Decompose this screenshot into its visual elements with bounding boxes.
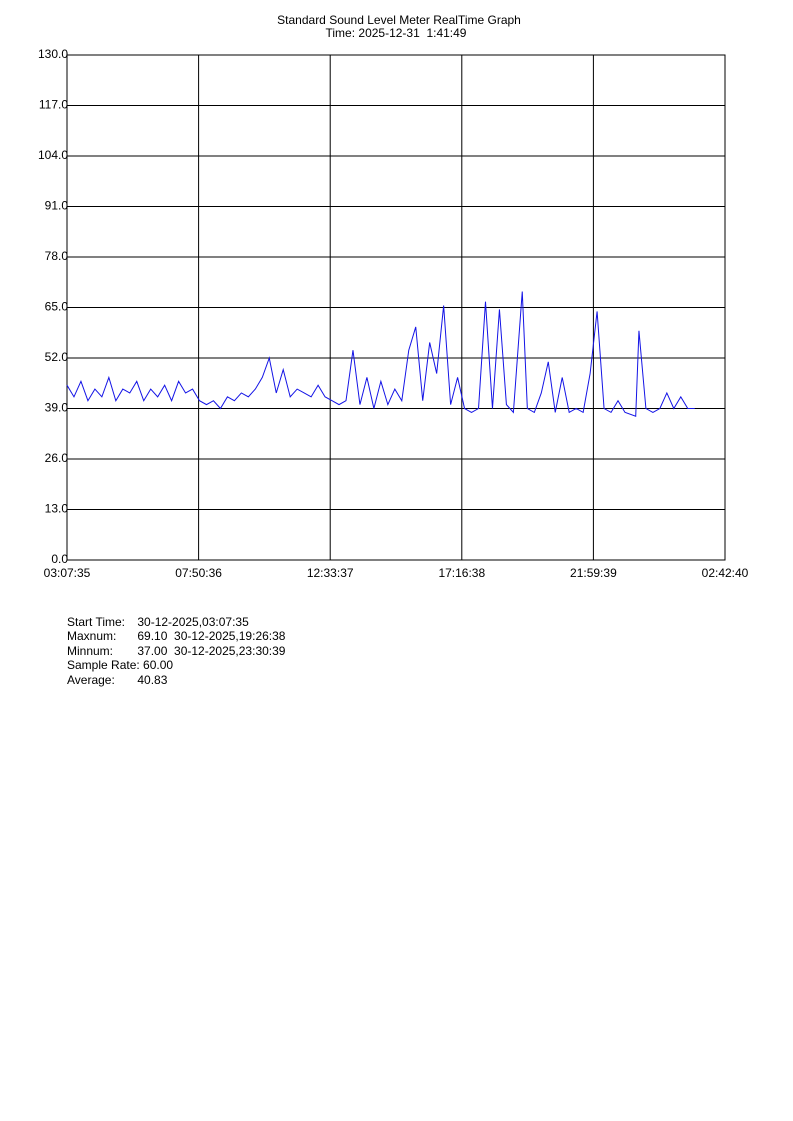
y-tick-label: 117.0 bbox=[39, 98, 68, 112]
summary-row: Start Time: 30-12-2025,03:07:35 bbox=[67, 615, 285, 629]
summary-value: 40.83 bbox=[137, 672, 168, 687]
summary-label: Sample Rate: bbox=[67, 658, 140, 673]
x-tick-label: 03:07:35 bbox=[44, 566, 91, 580]
summary-row: Sample Rate: 60.00 bbox=[67, 658, 285, 672]
summary-value: 60.00 bbox=[143, 658, 174, 673]
data-line bbox=[66, 291, 695, 417]
y-tick-label: 91.0 bbox=[45, 199, 69, 213]
summary-row: Minnum: 37.00 30-12-2025,23:30:39 bbox=[67, 644, 285, 658]
summary-value: 30-12-2025,03:07:35 bbox=[137, 615, 249, 629]
summary-label: Minnum: bbox=[67, 643, 114, 658]
x-tick-label: 02:42:40 bbox=[702, 566, 749, 580]
y-tick-label: 65.0 bbox=[45, 300, 69, 314]
x-tick-label: 21:59:39 bbox=[570, 566, 617, 580]
x-tick-label: 12:33:37 bbox=[307, 566, 354, 580]
chart-title: Standard Sound Level Meter RealTime Grap… bbox=[277, 13, 521, 27]
summary-row: Maxnum: 69.10 30-12-2025,19:26:38 bbox=[67, 629, 285, 643]
summary-label: Maxnum: bbox=[67, 629, 117, 644]
y-tick-label: 13.0 bbox=[45, 502, 69, 516]
chart-subtitle: Time: 2025-12-31 1:41:49 bbox=[326, 26, 467, 40]
y-tick-label: 0.0 bbox=[51, 552, 68, 566]
summary: Start Time: 30-12-2025,03:07:35 Maxnum: 6… bbox=[67, 615, 285, 687]
y-tick-label: 39.0 bbox=[45, 401, 69, 415]
y-tick-label: 52.0 bbox=[45, 350, 69, 364]
summary-value: 69.10 30-12-2025,19:26:38 bbox=[137, 629, 286, 644]
x-tick-label: 07:50:36 bbox=[175, 566, 222, 580]
summary-label: Average: bbox=[67, 672, 115, 687]
summary-label: Start Time: bbox=[67, 615, 126, 629]
x-tick-label: 17:16:38 bbox=[438, 566, 485, 580]
chart: Standard Sound Level Meter RealTime Grap… bbox=[38, 13, 749, 580]
y-tick-label: 104.0 bbox=[38, 148, 68, 162]
summary-value: 37.00 30-12-2025,23:30:39 bbox=[137, 643, 286, 658]
y-tick-label: 26.0 bbox=[45, 451, 69, 465]
y-tick-label: 78.0 bbox=[45, 249, 69, 263]
summary-row: Average: 40.83 bbox=[67, 673, 285, 687]
y-tick-label: 130.0 bbox=[38, 47, 68, 61]
